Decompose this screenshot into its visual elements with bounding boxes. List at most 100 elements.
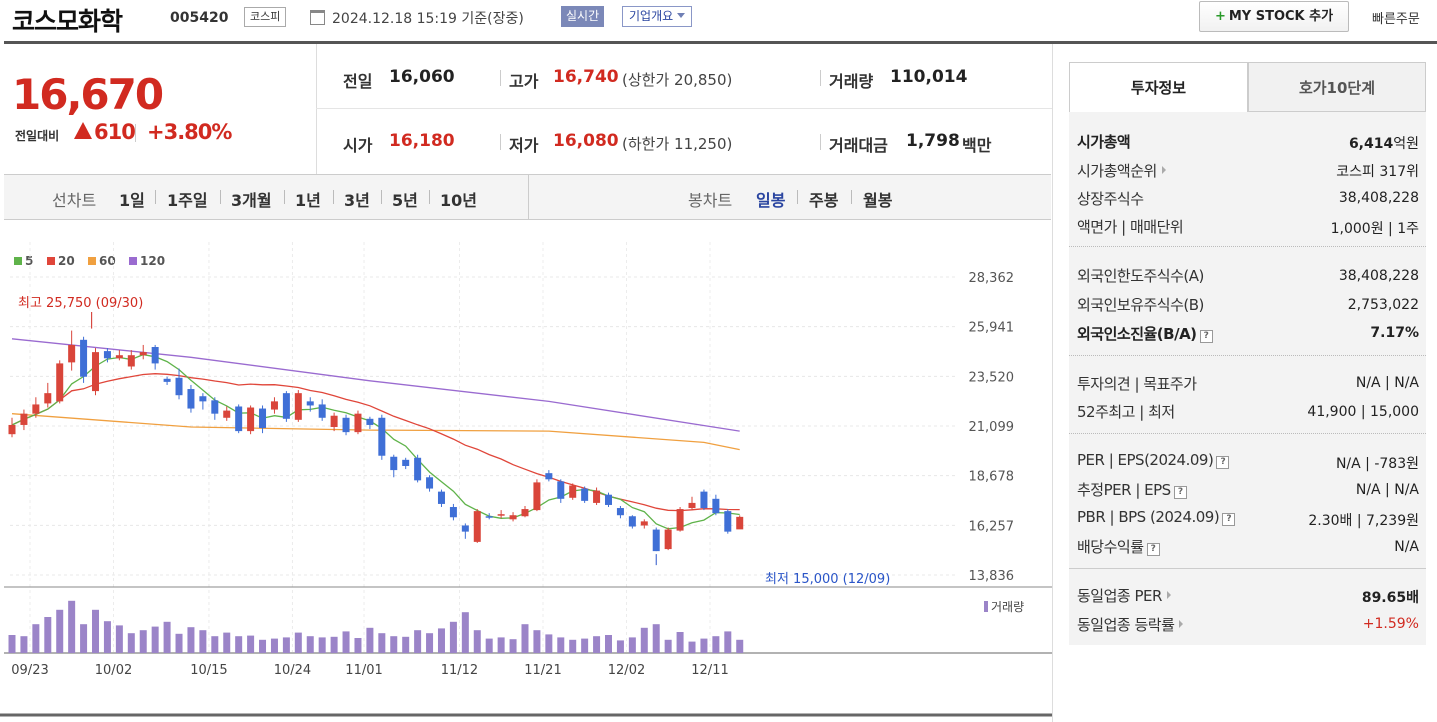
cell-sep [500,70,501,86]
candle-body [533,482,541,511]
volume-bar [616,640,624,653]
y-tick-label: 18,678 [969,470,1015,485]
volume-bar [32,624,40,653]
industry-per-link[interactable]: 동일업종 PER [1077,585,1171,606]
period-sep [284,190,285,204]
volume-bar [56,609,64,653]
volume-bar [103,621,111,653]
candle-body [270,401,278,410]
volume-bar [68,600,76,653]
candle-weekly[interactable]: 주봉 [809,191,839,210]
corp-info-dropdown[interactable]: 기업개요 [622,6,693,27]
x-tick-label: 10/15 [190,663,227,678]
corp-info-label: 기업개요 [629,9,674,23]
candle-body [199,396,207,402]
candle-body [616,508,624,516]
chevron-right-icon [1179,620,1184,628]
volume-bar [533,630,541,653]
foreign-ratio-value: 7.17% [1370,325,1419,341]
period-5y[interactable]: 5년 [392,191,418,210]
candle-body [20,413,28,425]
volume-bar [449,621,457,653]
opinion-target-label: 투자의견 | 목표주가 [1077,375,1197,393]
volume-bar [282,637,290,653]
volume-bar [342,631,350,653]
volume-bar [211,636,219,653]
period-1w[interactable]: 1주일 [167,191,208,210]
est-per-eps-label: 추정PER | EPS? [1077,479,1187,500]
candle-daily[interactable]: 일봉 [756,191,786,210]
legend-label-20: 20 [58,254,75,268]
candle-body [68,344,76,363]
foreign-holding-value: 2,753,022 [1347,297,1419,313]
y-tick-label: 21,099 [969,420,1015,435]
change-value: 610 [94,120,136,144]
help-icon[interactable]: ? [1173,486,1187,499]
help-icon[interactable]: ? [1199,330,1213,343]
stock-header: 코스모화학 005420 코스피 2024.12.18 15:19 기준(장중)… [0,0,1437,40]
industry-change-link[interactable]: 동일업종 등락률 [1077,614,1184,635]
candle-body [437,491,445,504]
x-tick-label: 11/12 [441,663,478,678]
volume-bar [20,636,28,653]
candle-body [8,424,16,435]
period-1d[interactable]: 1일 [119,191,145,210]
candle-body [103,351,111,359]
tab-orderbook-10[interactable]: 호가10단계 [1248,62,1426,112]
help-icon[interactable]: ? [1222,513,1236,526]
volume-bar [115,625,123,653]
52w-range-value: 41,900 | 15,000 [1307,404,1419,420]
ma5-line [11,353,740,530]
candle-chart-label: 봉차트 [688,191,733,210]
candle-body [223,410,231,418]
help-icon[interactable]: ? [1216,456,1230,469]
industry-per-value: 89.65배 [1361,590,1419,606]
market-cap-rank-link[interactable]: 시가총액순위 [1077,160,1166,181]
legend-label-5: 5 [25,254,33,268]
x-tick-label: 10/24 [274,663,311,678]
candle-body [449,507,457,518]
chart-legend: 5 20 60 120 [14,254,165,268]
period-sep [220,190,221,204]
candle-body [461,525,469,532]
change-percent: +3.80% [147,120,232,144]
volume-bar [545,634,553,653]
candle-body [509,515,517,520]
high-value: 16,740 [553,67,619,87]
investment-info-panel [1069,112,1426,645]
candle-body [390,456,398,471]
moving-average-lines [11,338,740,530]
y-tick-label: 23,520 [969,370,1015,385]
candle-body [282,393,290,419]
candle-body [235,406,243,432]
tab-investment-info[interactable]: 투자정보 [1069,62,1248,112]
candle-body [521,509,529,517]
legend-swatch-20 [47,257,55,265]
period-3y[interactable]: 3년 [344,191,370,210]
volume-bar [688,641,696,653]
x-tick-label: 12/11 [691,663,728,678]
trade-value-label: 거래대금 [829,136,888,155]
candle-monthly[interactable]: 월봉 [863,191,893,210]
cell-sep [820,70,821,86]
mystock-add-button[interactable]: + MY STOCK 추가 [1199,1,1349,32]
period-10y[interactable]: 10년 [440,191,477,210]
period-1y[interactable]: 1년 [295,191,321,210]
candle-body [139,352,147,356]
up-arrow-icon [74,122,92,139]
realtime-badge[interactable]: 실시간 [561,6,605,27]
help-icon[interactable]: ? [1146,543,1160,556]
volume-bar [92,609,100,653]
period-3m[interactable]: 3개월 [231,191,272,210]
listed-shares-value: 38,408,228 [1338,190,1419,206]
volume-bar [151,626,159,653]
candle-body [163,378,171,382]
volume-bar [700,638,708,653]
stock-chart[interactable]: 5 20 60 120 28,362 25,941 23,520 21,099 18,678 1… [0,222,1052,722]
volume-bar [199,630,207,653]
candle-body [115,355,123,359]
legend-swatch-120 [129,257,137,265]
legend-swatch-5 [14,257,22,265]
quick-order-link[interactable]: 빠른주문 [1372,12,1420,27]
x-tick-label: 11/01 [345,663,382,678]
